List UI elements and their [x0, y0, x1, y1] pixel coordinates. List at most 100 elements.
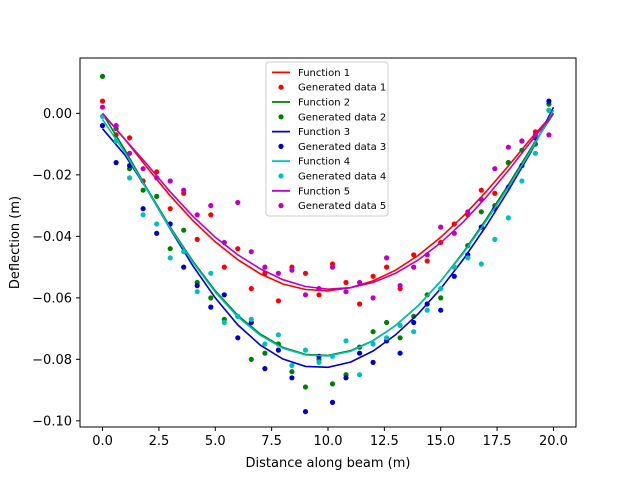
data-point	[343, 375, 349, 381]
data-point	[127, 135, 133, 141]
legend-marker-swatch	[278, 173, 284, 179]
data-point	[99, 73, 106, 79]
data-point	[370, 273, 376, 279]
data-point	[438, 224, 444, 230]
function-curve	[101, 109, 555, 357]
x-tick-label: 20.0	[539, 434, 568, 449]
data-point	[113, 160, 119, 166]
data-point	[181, 264, 187, 270]
data-point	[411, 264, 417, 270]
data-point	[316, 292, 322, 298]
data-point	[194, 289, 200, 295]
series-group	[99, 107, 555, 378]
data-point	[208, 295, 214, 301]
data-point	[221, 264, 227, 270]
data-point	[248, 356, 254, 362]
data-point	[221, 319, 227, 326]
data-point	[343, 338, 349, 344]
data-point	[208, 203, 214, 209]
data-point	[424, 307, 430, 313]
data-point	[519, 138, 525, 144]
data-point	[289, 362, 295, 369]
legend-marker-swatch	[278, 203, 284, 209]
data-point	[302, 347, 309, 353]
data-point	[248, 249, 254, 255]
data-point	[208, 212, 214, 218]
data-point	[411, 252, 417, 258]
data-point	[424, 258, 430, 264]
legend-label: Generated data 1	[298, 83, 386, 94]
data-point	[248, 286, 254, 292]
x-tick-label: 15.0	[426, 434, 455, 449]
data-point	[384, 335, 390, 341]
data-point	[329, 264, 336, 270]
function-curve	[101, 112, 555, 292]
data-point	[167, 206, 173, 212]
x-tick-label: 17.5	[483, 434, 512, 449]
data-point	[235, 199, 241, 206]
data-point	[397, 322, 403, 329]
x-tick-label: 0.0	[92, 434, 113, 449]
data-point	[235, 246, 241, 252]
data-point	[478, 209, 484, 215]
data-point	[289, 267, 295, 273]
data-point	[99, 104, 106, 110]
data-point	[262, 366, 268, 372]
data-point	[221, 292, 227, 298]
function-curve	[101, 106, 555, 369]
data-point	[478, 261, 484, 267]
data-point	[370, 359, 376, 365]
data-point	[316, 359, 322, 365]
data-point	[546, 107, 552, 113]
data-point	[99, 123, 106, 129]
data-point	[140, 166, 146, 172]
legend-label: Generated data 4	[298, 172, 386, 183]
x-axis: 0.0 2.5 5.0 7.5 10.0 12.5 15.0 17.5 20.0	[92, 427, 568, 449]
data-point	[546, 98, 552, 104]
data-point	[505, 160, 511, 166]
data-point	[275, 332, 281, 338]
legend-label: Function 1	[298, 68, 350, 79]
data-point	[370, 329, 376, 335]
legend-marker-swatch	[278, 84, 284, 90]
data-point	[397, 283, 403, 289]
data-point	[275, 298, 281, 304]
y-tick-label: −0.08	[32, 353, 72, 368]
function-curve	[101, 112, 555, 291]
data-point	[208, 304, 214, 310]
y-axis: 0.00 −0.02 −0.04 −0.06 −0.08 −0.10	[32, 107, 80, 429]
data-point	[505, 215, 511, 221]
data-point	[140, 187, 146, 193]
data-point	[329, 381, 336, 387]
data-point	[154, 193, 160, 199]
data-point	[357, 301, 363, 307]
data-point	[465, 255, 471, 261]
legend-box	[265, 61, 389, 217]
data-point	[302, 270, 309, 276]
data-point	[248, 316, 254, 322]
data-point	[438, 307, 444, 313]
data-point	[127, 175, 133, 181]
x-tick-label: 2.5	[149, 434, 170, 449]
data-point	[384, 255, 390, 261]
y-axis-label: Deflection (m)	[8, 196, 23, 289]
data-point	[343, 289, 349, 295]
data-point	[370, 341, 376, 347]
data-point	[194, 212, 200, 218]
data-point	[478, 187, 484, 193]
data-point	[289, 369, 295, 375]
data-point	[492, 190, 498, 196]
data-point	[181, 187, 187, 193]
legend-label: Function 5	[298, 186, 350, 197]
data-point	[181, 227, 187, 233]
series-layer	[99, 73, 555, 415]
data-point	[289, 375, 295, 381]
y-tick-label: −0.04	[32, 230, 72, 245]
data-point	[492, 166, 498, 172]
y-tick-label: −0.06	[32, 291, 72, 306]
data-point	[329, 399, 336, 405]
data-point	[275, 270, 281, 276]
data-point	[397, 335, 403, 341]
data-point	[438, 295, 444, 301]
